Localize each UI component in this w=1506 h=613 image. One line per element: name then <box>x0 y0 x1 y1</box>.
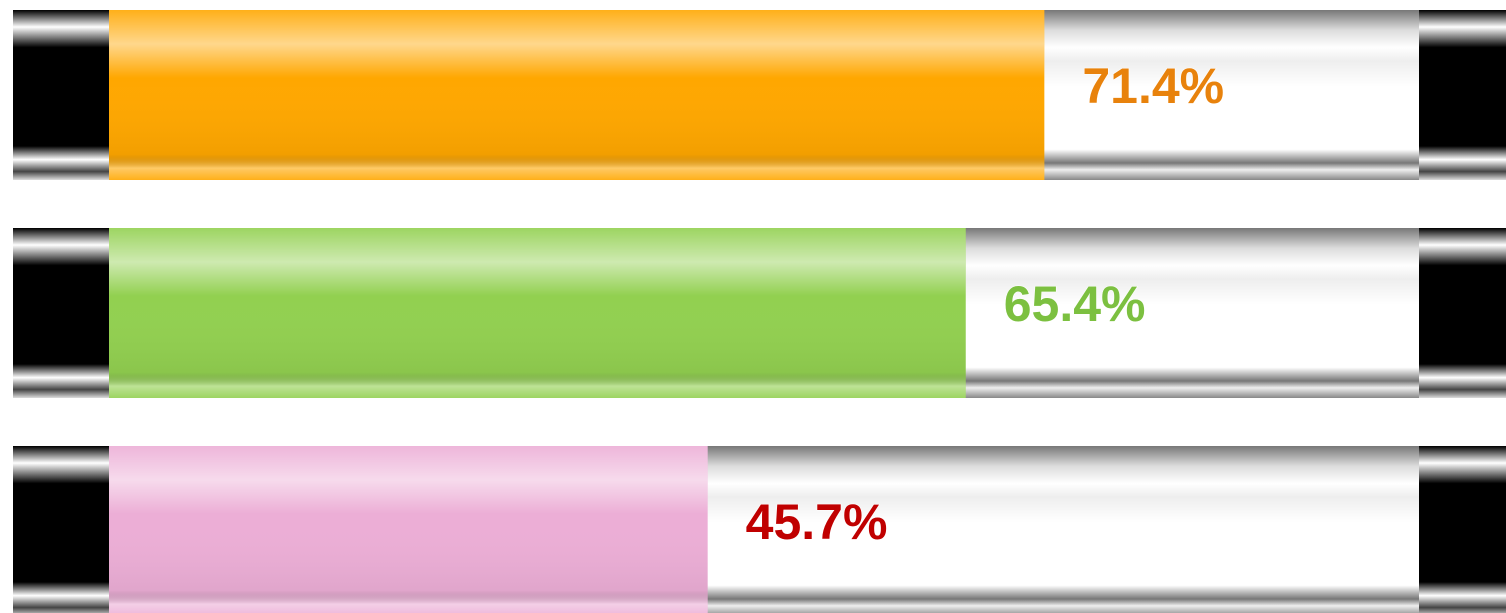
value-label: 65.4% <box>1004 276 1146 332</box>
value-label: 45.7% <box>746 494 888 550</box>
bar-gloss <box>109 10 1045 180</box>
bar-cap <box>13 10 109 180</box>
value-label: 71.4% <box>1082 58 1224 114</box>
bar-cap <box>13 228 109 398</box>
bar-cap <box>1419 446 1506 613</box>
bar-gloss <box>109 446 708 613</box>
bar-gloss <box>109 228 966 398</box>
bar-cap <box>1419 10 1506 180</box>
bar-cap <box>13 446 109 613</box>
bar-cap <box>1419 228 1506 398</box>
